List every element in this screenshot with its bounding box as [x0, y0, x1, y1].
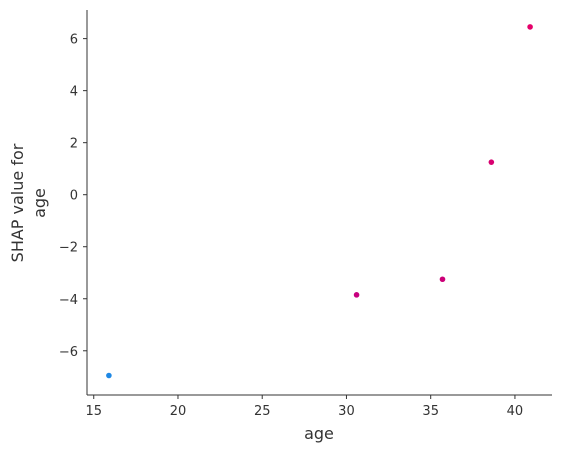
x-tick-label: 15	[85, 404, 102, 419]
y-tick-label: 4	[70, 85, 78, 100]
scatter-point	[106, 372, 112, 379]
scatter-point	[353, 292, 360, 298]
x-tick-label: 40	[507, 404, 524, 419]
y-axis: −6 −4 −2 0 2 4 6	[59, 10, 88, 395]
y-tick-label: 6	[70, 33, 78, 48]
x-tick-label: 30	[338, 404, 355, 419]
scatter-point	[527, 24, 533, 30]
y-tick-label: 2	[70, 137, 78, 152]
scatter-point	[488, 159, 495, 165]
y-axis-label: SHAP value for age	[8, 143, 49, 262]
scatter-point	[439, 276, 446, 283]
y-tick-label: −2	[59, 241, 78, 256]
y-tick-label: 0	[70, 189, 78, 204]
y-tick-label: −6	[59, 345, 78, 360]
y-axis-label-line-2: age	[30, 188, 49, 218]
y-ticks: −6 −4 −2 0 2 4 6	[59, 33, 87, 360]
x-axis: 15 20 25 30 35 40	[85, 394, 552, 419]
y-tick-label: −4	[59, 293, 78, 308]
x-tick-label: 20	[170, 404, 187, 419]
x-ticks: 15 20 25 30 35 40	[85, 395, 523, 419]
x-tick-label: 35	[422, 404, 439, 419]
data-points	[106, 24, 533, 379]
x-axis-label: age	[304, 424, 334, 443]
y-axis-label-line-1: SHAP value for	[8, 143, 27, 262]
x-tick-label: 25	[254, 404, 271, 419]
